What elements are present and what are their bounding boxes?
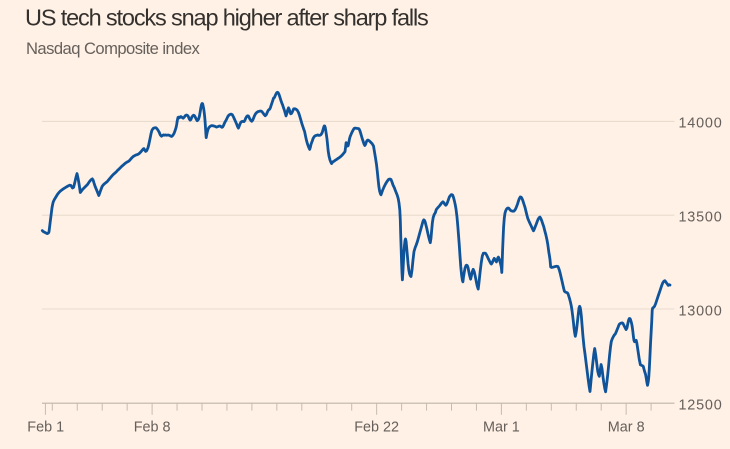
svg-text:12500: 12500 [679,398,723,414]
svg-text:US tech stocks snap higher aft: US tech stocks snap higher after sharp f… [25,5,428,31]
svg-text:Nasdaq Composite index: Nasdaq Composite index [26,39,201,58]
svg-text:14000: 14000 [679,116,723,132]
svg-text:13000: 13000 [679,303,723,319]
svg-text:Mar 1: Mar 1 [483,420,520,436]
svg-text:Feb 8: Feb 8 [134,420,171,436]
svg-text:Feb 1: Feb 1 [27,420,64,436]
svg-text:Mar 8: Mar 8 [608,420,645,436]
svg-text:13500: 13500 [679,209,723,225]
svg-text:Feb 22: Feb 22 [354,420,399,436]
